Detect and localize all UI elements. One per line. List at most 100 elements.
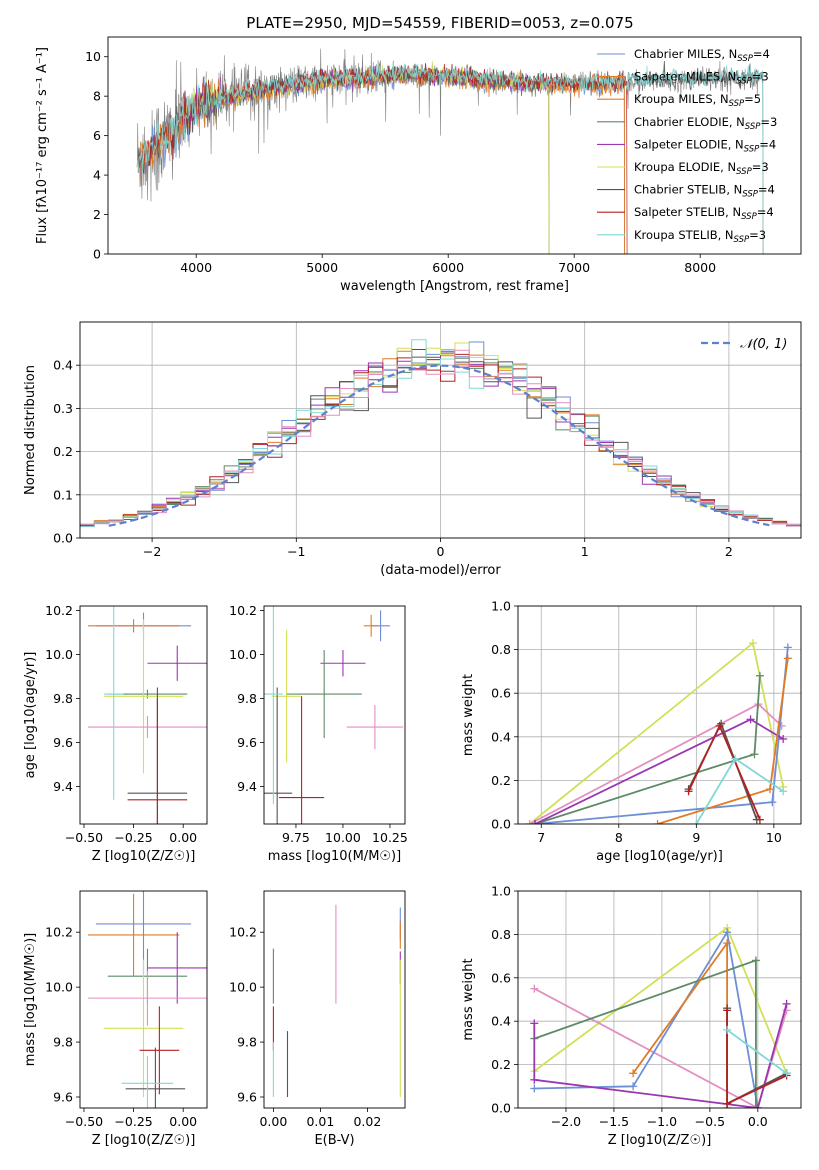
y-tick-label: 1.0 bbox=[491, 884, 511, 899]
weight-series-line bbox=[657, 658, 789, 824]
weight-marker bbox=[783, 643, 792, 652]
error-bar bbox=[147, 645, 207, 681]
plot-area bbox=[80, 322, 801, 538]
y-axis-label: Flux [fλ10⁻¹⁷ erg cm⁻² s⁻¹ A⁻¹] bbox=[35, 47, 50, 244]
y-tick-label: 0.8 bbox=[491, 642, 511, 657]
weight-marker bbox=[755, 815, 764, 824]
error-bar bbox=[264, 606, 283, 805]
x-axis-label: wavelength [Angstrom, rest frame] bbox=[340, 279, 569, 294]
legend-entry: Chabrier MILES, NSSP=4 bbox=[634, 47, 770, 64]
y-tick-label: 0.1 bbox=[53, 487, 73, 502]
y-tick-label: 0.4 bbox=[53, 358, 73, 373]
y-tick-label: 0.2 bbox=[491, 773, 511, 788]
weight-marker bbox=[751, 956, 760, 965]
chart-age-mass: 9.75 10.00 10.25 9.4 9.6 9.8 10.0 10.2 mass [log… bbox=[229, 603, 408, 864]
x-tick-label: 9.75 bbox=[282, 830, 310, 845]
grid bbox=[518, 891, 801, 1108]
error-bar bbox=[103, 606, 124, 800]
x-tick-label: −0.50 bbox=[65, 1114, 103, 1129]
legend-entry: Salpeter STELIB, NSSP=4 bbox=[634, 205, 774, 222]
axes-frame bbox=[79, 890, 208, 1109]
y-axis-label: mass [log10(M/M☉)] bbox=[23, 933, 38, 1066]
weight-marker bbox=[779, 787, 788, 796]
y-tick-label: 0.2 bbox=[491, 1057, 511, 1072]
axes-frame bbox=[79, 321, 802, 539]
x-tick-label: 10.25 bbox=[372, 830, 408, 845]
legend: 𝒩(0, 1) bbox=[701, 337, 787, 352]
plot-area bbox=[272, 904, 401, 1098]
y-tick-label: 4 bbox=[93, 168, 101, 183]
weight-marker bbox=[530, 984, 539, 993]
weight-marker bbox=[723, 1099, 732, 1108]
y-tick-label: 10.0 bbox=[229, 980, 257, 995]
x-tick-label: 8000 bbox=[684, 260, 716, 275]
error-bar bbox=[87, 970, 207, 1026]
weight-series-line bbox=[533, 987, 788, 1108]
x-tick-label: 0.02 bbox=[353, 1114, 381, 1129]
x-tick-label: −2.0 bbox=[551, 1114, 581, 1129]
x-tick-label: −1 bbox=[287, 544, 305, 559]
plot-area bbox=[136, 48, 764, 254]
error-bar bbox=[121, 1055, 174, 1108]
y-axis-label: Normed distribution bbox=[23, 365, 38, 495]
weight-marker bbox=[782, 1069, 791, 1078]
error-bar bbox=[127, 698, 188, 824]
x-axis-label: Z [log10(Z/Z☉)] bbox=[608, 1133, 712, 1148]
weight-marker bbox=[525, 820, 534, 824]
weight-marker bbox=[629, 1069, 638, 1078]
axes-frame bbox=[79, 605, 208, 825]
weight-marker bbox=[531, 820, 540, 824]
weight-marker bbox=[723, 939, 732, 948]
y-tick-label: 10.0 bbox=[45, 980, 73, 995]
weight-marker bbox=[755, 671, 764, 680]
legend-entry: Salpeter MILES, NSSP=3 bbox=[634, 70, 769, 87]
y-tick-label: 9.4 bbox=[237, 779, 257, 794]
y-axis-label: mass weight bbox=[461, 674, 476, 756]
plot-area bbox=[87, 606, 207, 824]
weight-series-line bbox=[534, 929, 759, 1108]
error-bar bbox=[286, 650, 362, 739]
y-tick-label: 0.4 bbox=[491, 729, 511, 744]
x-tick-label: −2 bbox=[143, 544, 161, 559]
weight-marker bbox=[768, 798, 777, 807]
weight-marker bbox=[684, 787, 693, 796]
model-line-kroupa-stelib bbox=[137, 62, 764, 254]
legend-entry: Salpeter ELODIE, NSSP=4 bbox=[634, 137, 776, 154]
axes-frame bbox=[263, 605, 406, 825]
x-tick-label: −0.50 bbox=[65, 830, 103, 845]
legend-entry: Kroupa MILES, NSSP=5 bbox=[634, 92, 761, 109]
x-tick-label: 8 bbox=[615, 830, 623, 845]
weight-marker bbox=[723, 1006, 732, 1015]
x-axis-label: (data-model)/error bbox=[380, 563, 501, 578]
weight-series-line bbox=[726, 1010, 787, 1106]
x-tick-label: 0.00 bbox=[169, 1114, 197, 1129]
x-tick-label: 2 bbox=[725, 544, 733, 559]
y-axis-label: age [log10(age/yr)] bbox=[23, 652, 38, 779]
y-tick-label: 6 bbox=[93, 128, 101, 143]
x-axis-label: Z [log10(Z/Z☉)] bbox=[92, 1133, 196, 1148]
error-bar bbox=[363, 614, 379, 637]
error-bar bbox=[346, 705, 404, 750]
error-bar bbox=[87, 893, 180, 977]
x-tick-label: −0.5 bbox=[695, 1114, 725, 1129]
x-tick-label: −1.0 bbox=[647, 1114, 677, 1129]
normal-curve bbox=[108, 364, 770, 527]
y-tick-label: 10.0 bbox=[229, 647, 257, 662]
error-bar bbox=[139, 1006, 180, 1095]
weight-marker bbox=[731, 754, 740, 763]
x-tick-label: 4000 bbox=[180, 260, 212, 275]
model-line-salpeter-stelib bbox=[137, 63, 628, 254]
axes-frame bbox=[107, 36, 802, 255]
x-tick-label: 0.00 bbox=[169, 830, 197, 845]
weight-marker bbox=[750, 750, 759, 759]
y-tick-label: 9.8 bbox=[53, 1035, 73, 1050]
weight-marker bbox=[723, 928, 732, 937]
grid bbox=[518, 606, 801, 824]
y-tick-label: 0.8 bbox=[491, 927, 511, 942]
y-tick-label: 1.0 bbox=[491, 599, 511, 614]
y-tick-label: 9.6 bbox=[237, 735, 257, 750]
legend-entry: Kroupa STELIB, NSSP=3 bbox=[634, 228, 766, 245]
y-axis-label: mass weight bbox=[461, 958, 476, 1040]
weight-marker bbox=[753, 1104, 762, 1108]
